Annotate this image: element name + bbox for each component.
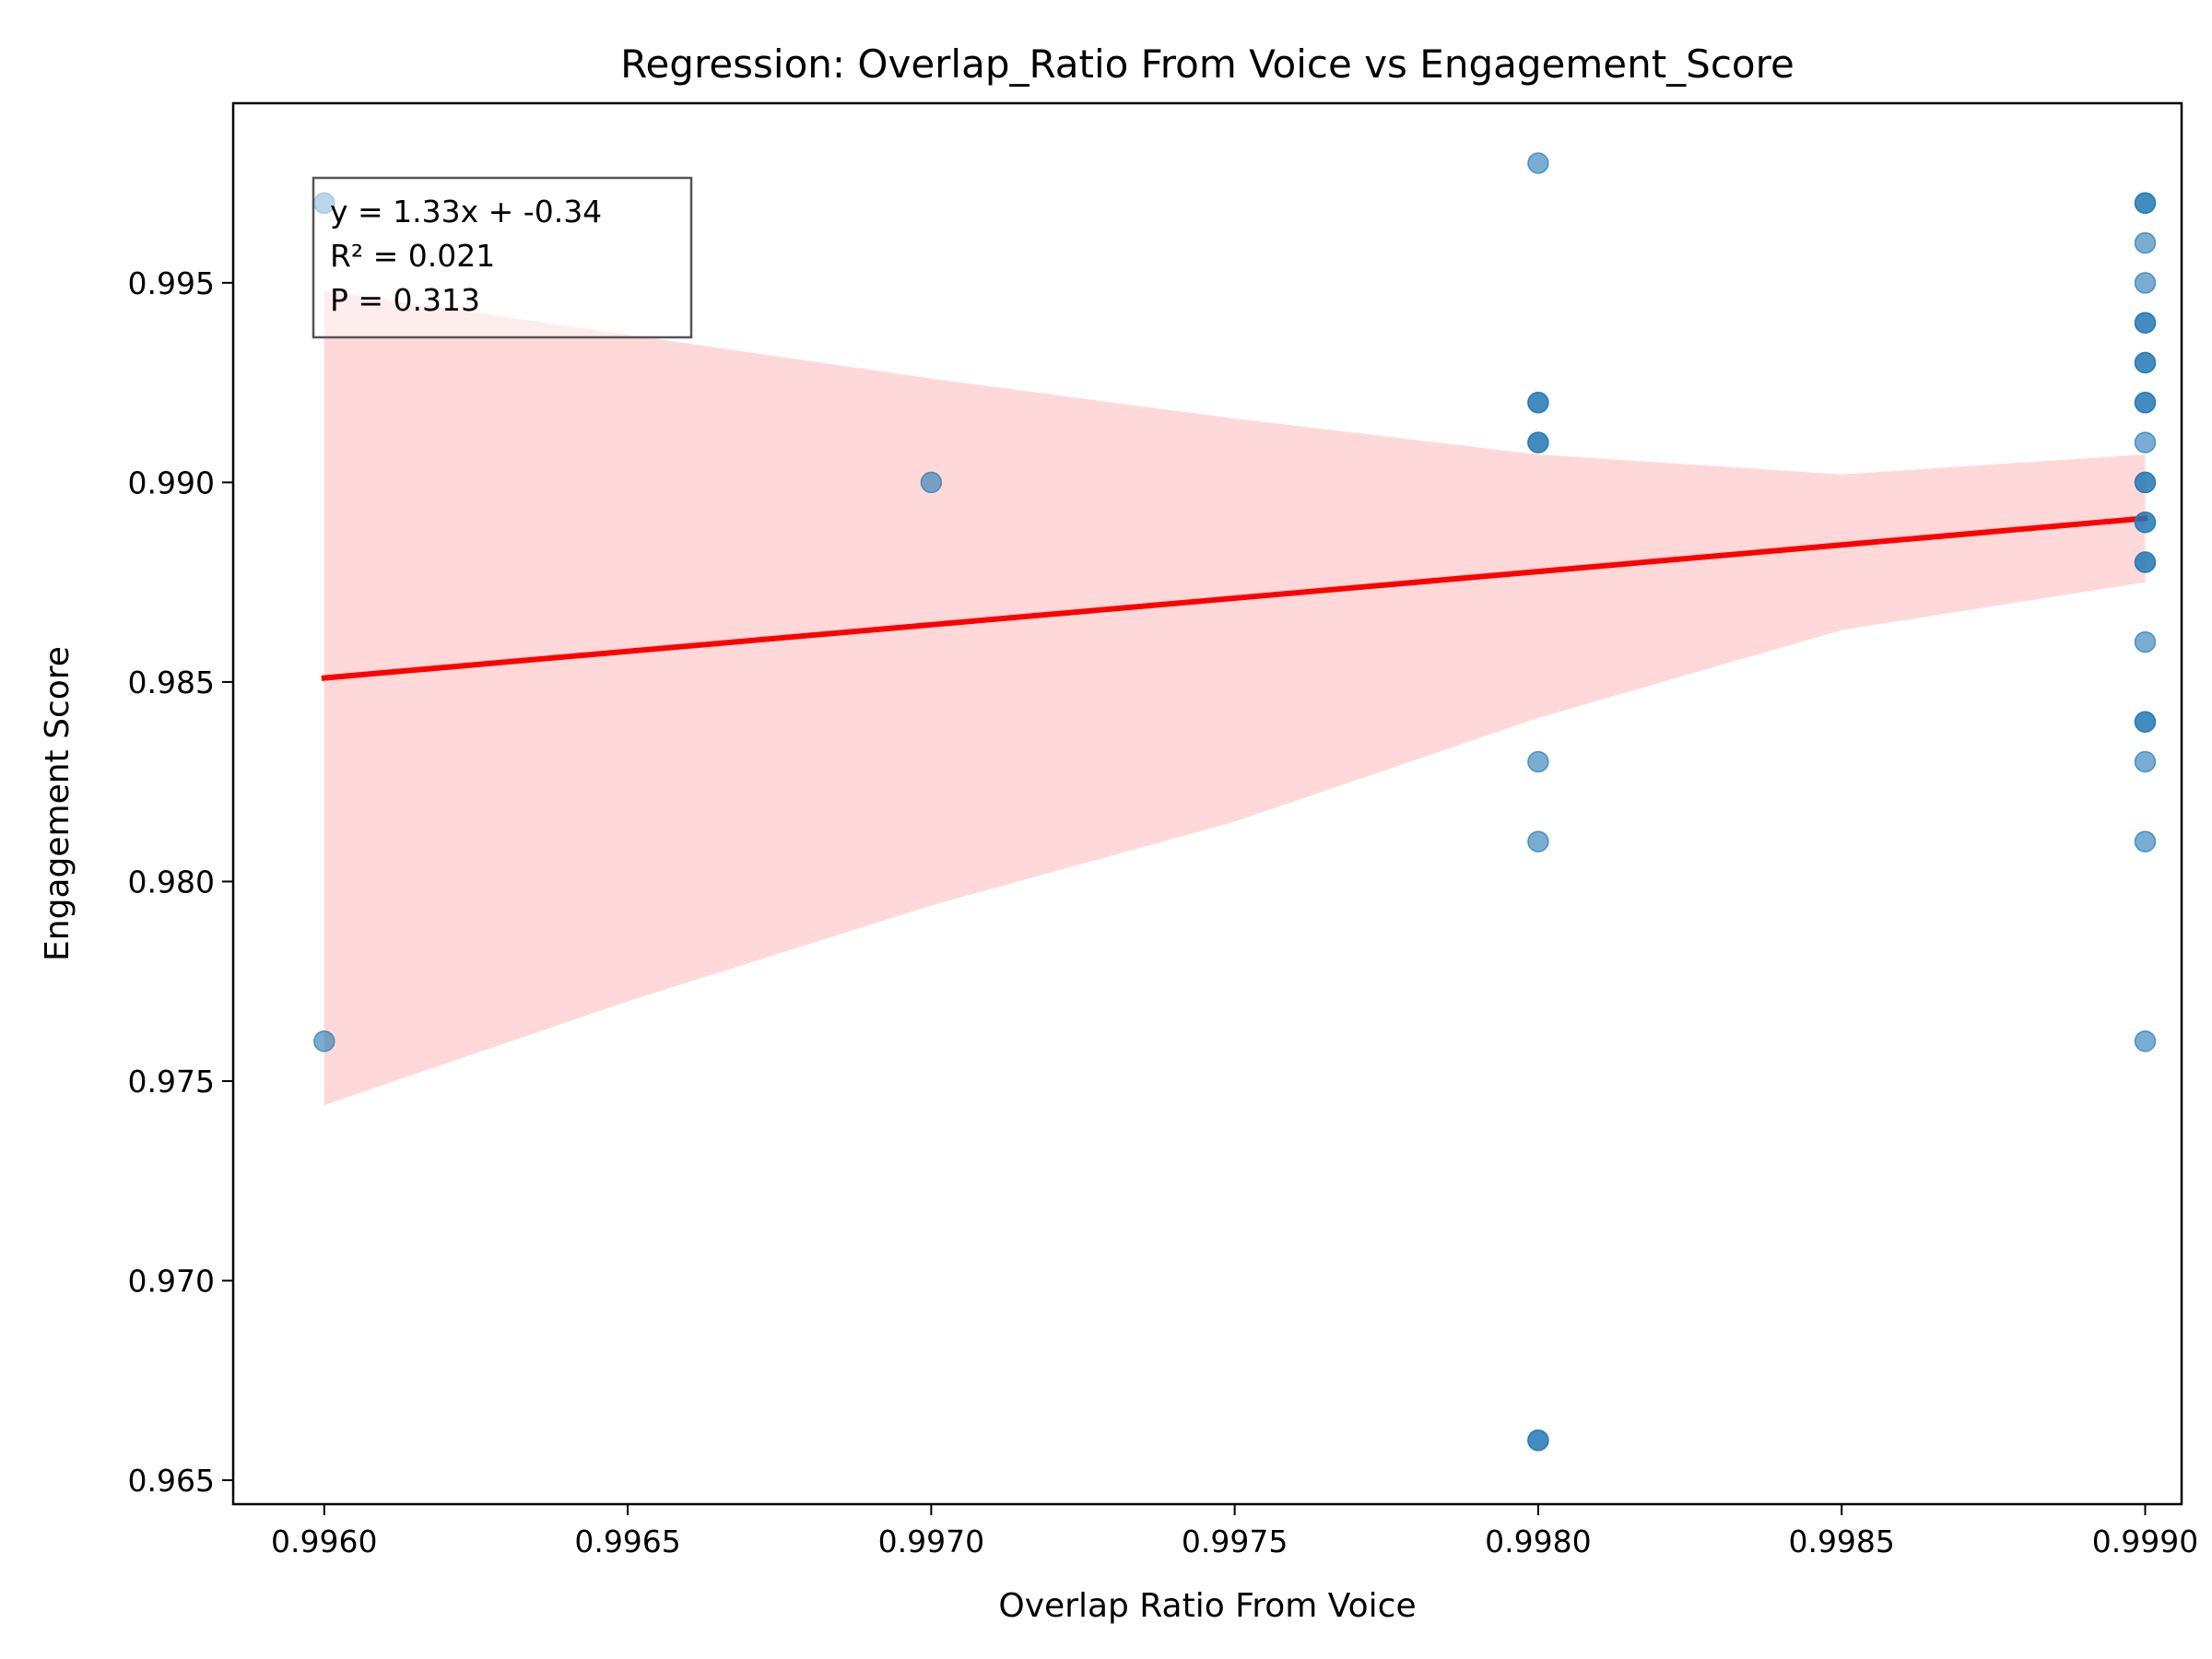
scatter-point <box>1527 152 1549 174</box>
regression-equation: y = 1.33x + -0.34 <box>330 194 602 229</box>
scatter-point <box>1527 431 1549 453</box>
scatter-point <box>2134 351 2157 374</box>
scatter-point <box>1527 392 1549 414</box>
y-tick-label: 0.995 <box>128 265 215 301</box>
confidence-band <box>324 290 2146 1105</box>
y-tick-label: 0.965 <box>128 1463 215 1499</box>
scatter-point <box>1527 750 1549 773</box>
y-tick-label: 0.985 <box>128 665 215 700</box>
scatter-point <box>2134 511 2157 534</box>
chart-title: Regression: Overlap_Ratio From Voice vs … <box>620 41 1794 87</box>
y-tick-label: 0.975 <box>128 1064 215 1100</box>
scatter-points-layer <box>313 152 2157 1452</box>
x-axis-label: Overlap Ratio From Voice <box>998 1587 1416 1625</box>
scatter-point <box>2134 312 2157 334</box>
scatter-point <box>2134 551 2157 573</box>
x-axis-ticks: 0.9960 0.9965 0.9970 0.9975 0.9980 0.9985 0.99… <box>271 1504 2198 1559</box>
y-tick-label: 0.980 <box>128 864 215 900</box>
scatter-point <box>920 471 943 494</box>
scatter-point <box>2134 830 2157 853</box>
y-axis-ticks: 0.965 0.970 0.975 0.980 0.985 0.990 0.995 <box>128 265 233 1499</box>
regression-stats-box: y = 1.33x + -0.34 R² = 0.021 P = 0.313 <box>312 176 693 339</box>
scatter-point <box>1527 830 1549 853</box>
scatter-point <box>313 1030 335 1053</box>
regression-line-layer <box>321 515 2148 681</box>
scatter-point <box>2134 431 2157 453</box>
scatter-point <box>2134 192 2157 215</box>
scatter-point <box>2134 711 2157 733</box>
scatter-point <box>2134 471 2157 494</box>
y-tick-label: 0.990 <box>128 465 215 500</box>
x-tick-label: 0.9960 <box>271 1524 377 1559</box>
p-value: P = 0.313 <box>330 282 480 318</box>
plot-frame <box>231 101 2183 1506</box>
scatter-point <box>2134 392 2157 414</box>
x-tick-label: 0.9990 <box>2092 1524 2198 1559</box>
x-tick-label: 0.9980 <box>1485 1524 1591 1559</box>
scatter-point <box>2134 1030 2157 1053</box>
y-axis-label: Engagement Score <box>39 646 76 961</box>
scatter-point <box>2134 750 2157 773</box>
x-tick-label: 0.9965 <box>574 1524 680 1559</box>
scatter-point <box>2134 272 2157 294</box>
r-squared-value: R² = 0.021 <box>330 238 495 274</box>
stats-box-frame <box>312 176 693 339</box>
y-tick-label: 0.970 <box>128 1263 215 1299</box>
confidence-band-layer <box>324 290 2146 1105</box>
x-tick-label: 0.9975 <box>1182 1524 1288 1559</box>
scatter-point <box>2134 630 2157 653</box>
x-tick-label: 0.9970 <box>878 1524 984 1559</box>
x-tick-label: 0.9985 <box>1788 1524 1894 1559</box>
regression-line <box>321 515 2148 681</box>
scatter-point <box>2134 231 2157 254</box>
scatter-point <box>1527 1429 1549 1452</box>
